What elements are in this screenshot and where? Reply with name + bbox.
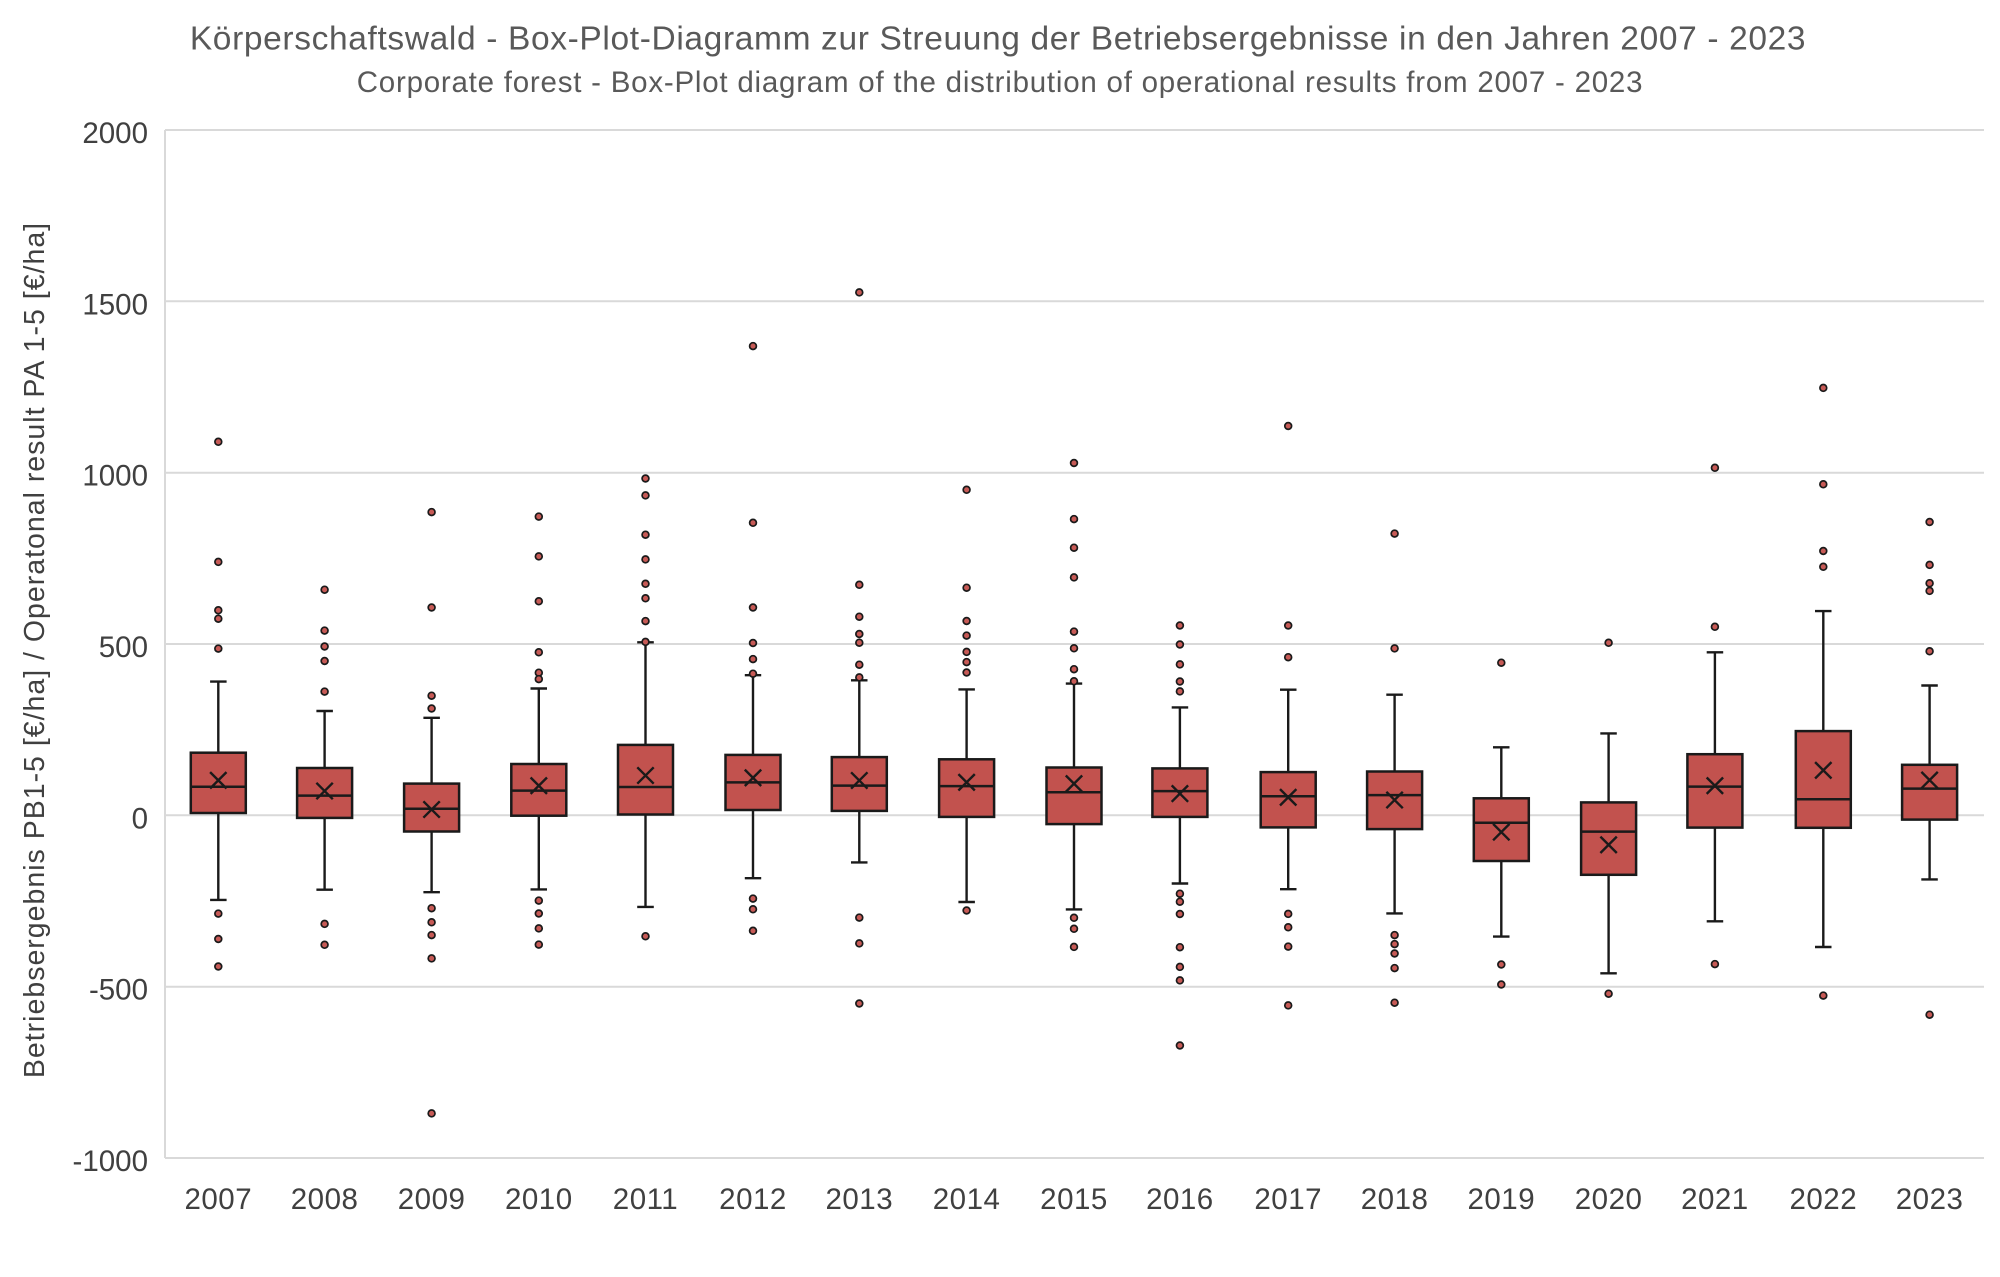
svg-text:2013: 2013 <box>825 1183 893 1216</box>
svg-text:Betriebsergebnis PB1-5 [€/ha]: Betriebsergebnis PB1-5 [€/ha] / Operaton… <box>19 222 51 1078</box>
svg-text:-1000: -1000 <box>73 1145 148 1178</box>
svg-text:1000: 1000 <box>82 460 148 493</box>
svg-text:1500: 1500 <box>82 288 148 321</box>
svg-text:2020: 2020 <box>1575 1183 1643 1216</box>
svg-text:2000: 2000 <box>82 117 148 150</box>
svg-text:-500: -500 <box>89 974 148 1007</box>
svg-text:500: 500 <box>99 631 148 664</box>
svg-text:2022: 2022 <box>1789 1183 1857 1216</box>
svg-text:Körperschaftswald - Box-Plot-D: Körperschaftswald - Box-Plot-Diagramm zu… <box>190 21 1806 58</box>
svg-text:2012: 2012 <box>719 1183 787 1216</box>
svg-text:2009: 2009 <box>398 1183 466 1216</box>
svg-text:0: 0 <box>132 802 148 835</box>
svg-text:2008: 2008 <box>291 1183 359 1216</box>
svg-text:2019: 2019 <box>1467 1183 1535 1216</box>
svg-text:Corporate forest - Box-Plot di: Corporate forest - Box-Plot diagram of t… <box>357 66 1644 99</box>
svg-text:2014: 2014 <box>933 1183 1001 1216</box>
svg-text:2021: 2021 <box>1681 1183 1749 1216</box>
svg-text:2023: 2023 <box>1896 1183 1964 1216</box>
svg-text:2011: 2011 <box>613 1183 678 1216</box>
svg-text:2015: 2015 <box>1040 1183 1108 1216</box>
svg-text:2010: 2010 <box>505 1183 573 1216</box>
svg-text:2016: 2016 <box>1146 1183 1214 1216</box>
svg-text:2017: 2017 <box>1254 1183 1322 1216</box>
svg-text:2018: 2018 <box>1361 1183 1429 1216</box>
svg-text:2007: 2007 <box>184 1183 252 1216</box>
